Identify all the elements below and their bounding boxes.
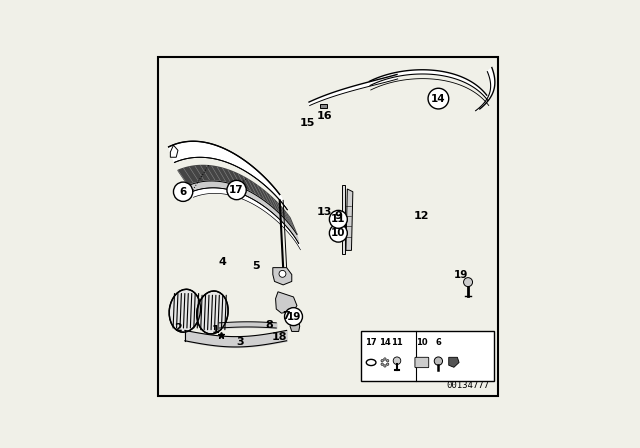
Text: 12: 12	[413, 211, 429, 221]
Text: 18: 18	[272, 332, 287, 342]
Polygon shape	[178, 165, 297, 234]
Ellipse shape	[196, 291, 228, 334]
Text: 9: 9	[335, 211, 342, 221]
Text: 6: 6	[179, 187, 187, 197]
Polygon shape	[290, 319, 300, 332]
Ellipse shape	[387, 360, 389, 362]
Text: 1: 1	[212, 325, 220, 335]
Polygon shape	[369, 70, 488, 100]
Circle shape	[330, 211, 348, 228]
Text: 4: 4	[219, 258, 227, 267]
Circle shape	[173, 182, 193, 202]
Polygon shape	[168, 141, 287, 210]
Text: 3: 3	[236, 337, 244, 347]
Circle shape	[463, 278, 472, 287]
Circle shape	[428, 88, 449, 109]
Text: 11: 11	[331, 214, 346, 224]
Polygon shape	[309, 74, 397, 106]
Text: 00134777: 00134777	[446, 381, 489, 390]
Text: 10: 10	[331, 228, 346, 238]
Text: 5: 5	[252, 261, 259, 271]
Circle shape	[279, 271, 286, 277]
Polygon shape	[273, 267, 292, 285]
Ellipse shape	[381, 360, 383, 362]
Text: 19: 19	[286, 312, 301, 322]
Polygon shape	[342, 185, 344, 254]
Bar	[361, 332, 493, 382]
Bar	[321, 104, 326, 108]
Ellipse shape	[169, 289, 200, 332]
FancyBboxPatch shape	[415, 358, 429, 368]
Text: 13: 13	[317, 207, 332, 217]
Ellipse shape	[387, 363, 389, 366]
Text: 19: 19	[454, 270, 468, 280]
Circle shape	[393, 357, 401, 365]
Circle shape	[330, 224, 348, 242]
Ellipse shape	[384, 358, 386, 360]
Ellipse shape	[384, 365, 386, 367]
Ellipse shape	[381, 363, 383, 366]
Text: 10: 10	[416, 338, 428, 347]
Polygon shape	[346, 189, 353, 250]
Polygon shape	[170, 145, 178, 157]
Text: 15: 15	[300, 118, 315, 128]
Text: 2: 2	[174, 323, 182, 333]
Text: 17: 17	[365, 338, 377, 347]
Ellipse shape	[366, 359, 376, 366]
Text: 6: 6	[435, 338, 442, 347]
Circle shape	[285, 308, 303, 326]
Polygon shape	[192, 188, 300, 250]
Text: 17: 17	[229, 185, 244, 195]
Text: 7: 7	[283, 311, 291, 321]
Text: 8: 8	[266, 319, 273, 330]
Text: 14: 14	[379, 338, 391, 347]
Circle shape	[227, 181, 246, 200]
Circle shape	[435, 357, 442, 365]
Polygon shape	[276, 292, 297, 313]
Polygon shape	[449, 358, 459, 367]
Text: 14: 14	[431, 94, 445, 103]
Text: 11: 11	[391, 338, 403, 347]
Polygon shape	[188, 181, 299, 244]
Text: 16: 16	[317, 111, 332, 121]
Polygon shape	[476, 68, 495, 111]
